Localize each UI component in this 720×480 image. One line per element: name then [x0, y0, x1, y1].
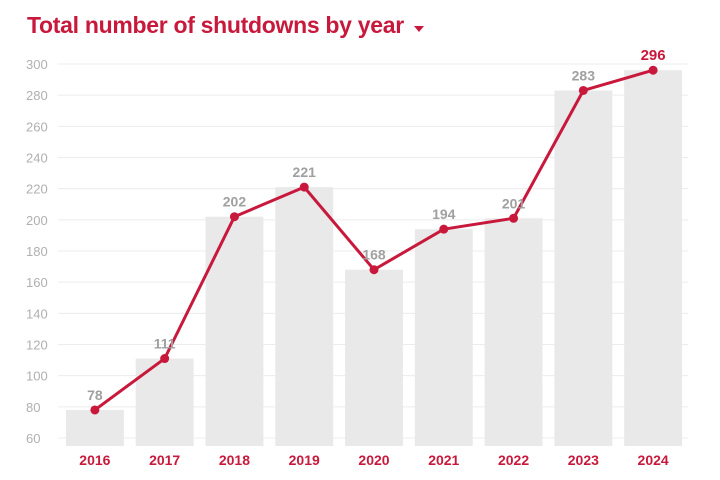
- y-tick-label: 160: [26, 275, 48, 290]
- data-point-2023: [578, 85, 588, 95]
- y-tick-label: 180: [26, 244, 48, 259]
- x-tick-label: 2021: [428, 452, 459, 468]
- x-tick-label: 2023: [568, 452, 599, 468]
- value-label-2018: 202: [223, 194, 247, 210]
- trend-line: [90, 65, 658, 415]
- data-point-2020: [369, 265, 379, 275]
- bar-2020: [345, 269, 403, 446]
- value-labels: 78 111 202 221 168 194 201 283 296: [87, 47, 666, 403]
- x-tick-label: 2022: [498, 452, 529, 468]
- value-label-2024: 296: [641, 47, 666, 64]
- bars: [65, 70, 683, 446]
- x-tick-label: 2020: [358, 452, 389, 468]
- y-tick-label: 260: [26, 119, 48, 134]
- y-tick-label: 60: [26, 431, 40, 446]
- data-point-2018: [229, 212, 239, 222]
- y-axis-ticks: 60 80 100 120 140 160 180 200 220 240 260 280 300: [26, 57, 48, 446]
- value-label-2022: 201: [502, 195, 526, 211]
- y-tick-label: 220: [26, 182, 48, 197]
- value-label-2016: 78: [87, 387, 103, 403]
- bar-2018: [205, 216, 264, 446]
- value-label-2020: 168: [362, 247, 386, 263]
- chevron-down-icon: [413, 25, 424, 32]
- value-label-2021: 194: [432, 206, 456, 222]
- data-point-2017: [160, 354, 170, 364]
- y-tick-label: 80: [26, 400, 40, 415]
- value-label-2023: 283: [572, 67, 596, 83]
- bar-2023: [554, 90, 613, 446]
- y-tick-label: 300: [26, 57, 48, 72]
- y-tick-label: 280: [26, 88, 48, 103]
- x-tick-label: 2024: [638, 452, 669, 468]
- bar-2022: [484, 218, 543, 446]
- bar-2024: [624, 70, 683, 446]
- x-tick-label: 2019: [289, 452, 320, 468]
- bar-2016: [65, 409, 124, 446]
- bar-2019: [275, 187, 334, 446]
- x-tick-label: 2016: [79, 452, 110, 468]
- bar-2021: [414, 229, 473, 446]
- y-tick-label: 100: [26, 369, 48, 384]
- x-tick-label: 2018: [219, 452, 250, 468]
- y-tick-label: 240: [26, 151, 48, 166]
- chart-title: Total number of shutdowns by year: [27, 12, 404, 38]
- data-point-2019: [299, 182, 309, 192]
- data-point-2021: [439, 224, 449, 234]
- x-axis-ticks: 2016 2017 2018 2019 2020 2021 2022 2023 2024: [79, 452, 669, 468]
- chart-title-dropdown[interactable]: Total number of shutdowns by year: [27, 12, 424, 39]
- value-label-2019: 221: [293, 164, 317, 180]
- value-label-2017: 111: [154, 336, 176, 352]
- x-tick-label: 2017: [149, 452, 180, 468]
- y-tick-label: 140: [26, 306, 48, 321]
- data-point-2024: [648, 65, 658, 75]
- y-tick-label: 200: [26, 213, 48, 228]
- y-tick-label: 120: [26, 338, 48, 353]
- data-point-2022: [509, 213, 519, 223]
- data-point-2016: [90, 405, 100, 415]
